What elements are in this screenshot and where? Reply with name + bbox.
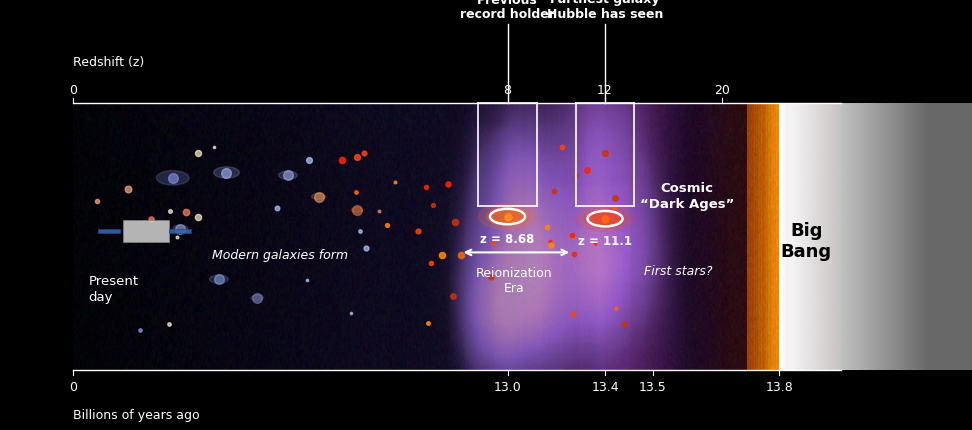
Text: 8: 8 — [503, 84, 511, 97]
Text: Modern galaxies form: Modern galaxies form — [212, 249, 348, 262]
Circle shape — [478, 204, 537, 230]
Text: 13.4: 13.4 — [591, 381, 619, 393]
Text: First stars?: First stars? — [643, 264, 712, 278]
Circle shape — [312, 194, 326, 200]
Circle shape — [351, 207, 363, 212]
Circle shape — [583, 209, 626, 228]
Bar — [98, 229, 120, 233]
Text: Reionization
Era: Reionization Era — [476, 267, 553, 295]
Text: Farthest galaxy
Hubble has seen: Farthest galaxy Hubble has seen — [547, 0, 663, 22]
Text: 0: 0 — [69, 381, 77, 393]
Bar — [169, 229, 191, 233]
Circle shape — [279, 171, 297, 179]
Text: Big
Bang: Big Bang — [781, 222, 832, 261]
Text: Present
day: Present day — [88, 275, 138, 304]
Text: 13.8: 13.8 — [766, 381, 793, 393]
Circle shape — [251, 295, 263, 301]
Bar — [122, 221, 169, 242]
Circle shape — [156, 171, 189, 185]
Text: 0: 0 — [69, 84, 77, 97]
Text: z = 11.1: z = 11.1 — [578, 235, 632, 248]
Text: 20: 20 — [713, 84, 730, 97]
Text: Redshift (z): Redshift (z) — [73, 56, 144, 69]
Circle shape — [590, 212, 619, 225]
Text: 12: 12 — [597, 84, 613, 97]
Circle shape — [486, 207, 529, 226]
Bar — [789, 103, 972, 370]
Circle shape — [575, 206, 634, 232]
Circle shape — [493, 210, 522, 223]
Circle shape — [173, 225, 188, 232]
Text: z = 8.68: z = 8.68 — [480, 233, 535, 246]
Text: 13.5: 13.5 — [639, 381, 667, 393]
Circle shape — [210, 275, 228, 283]
Circle shape — [214, 167, 239, 178]
Text: Cosmic
“Dark Ages”: Cosmic “Dark Ages” — [640, 182, 735, 211]
Text: 13.0: 13.0 — [494, 381, 521, 393]
Text: Billions of years ago: Billions of years ago — [73, 408, 199, 421]
Text: Previous
record holder: Previous record holder — [460, 0, 555, 22]
